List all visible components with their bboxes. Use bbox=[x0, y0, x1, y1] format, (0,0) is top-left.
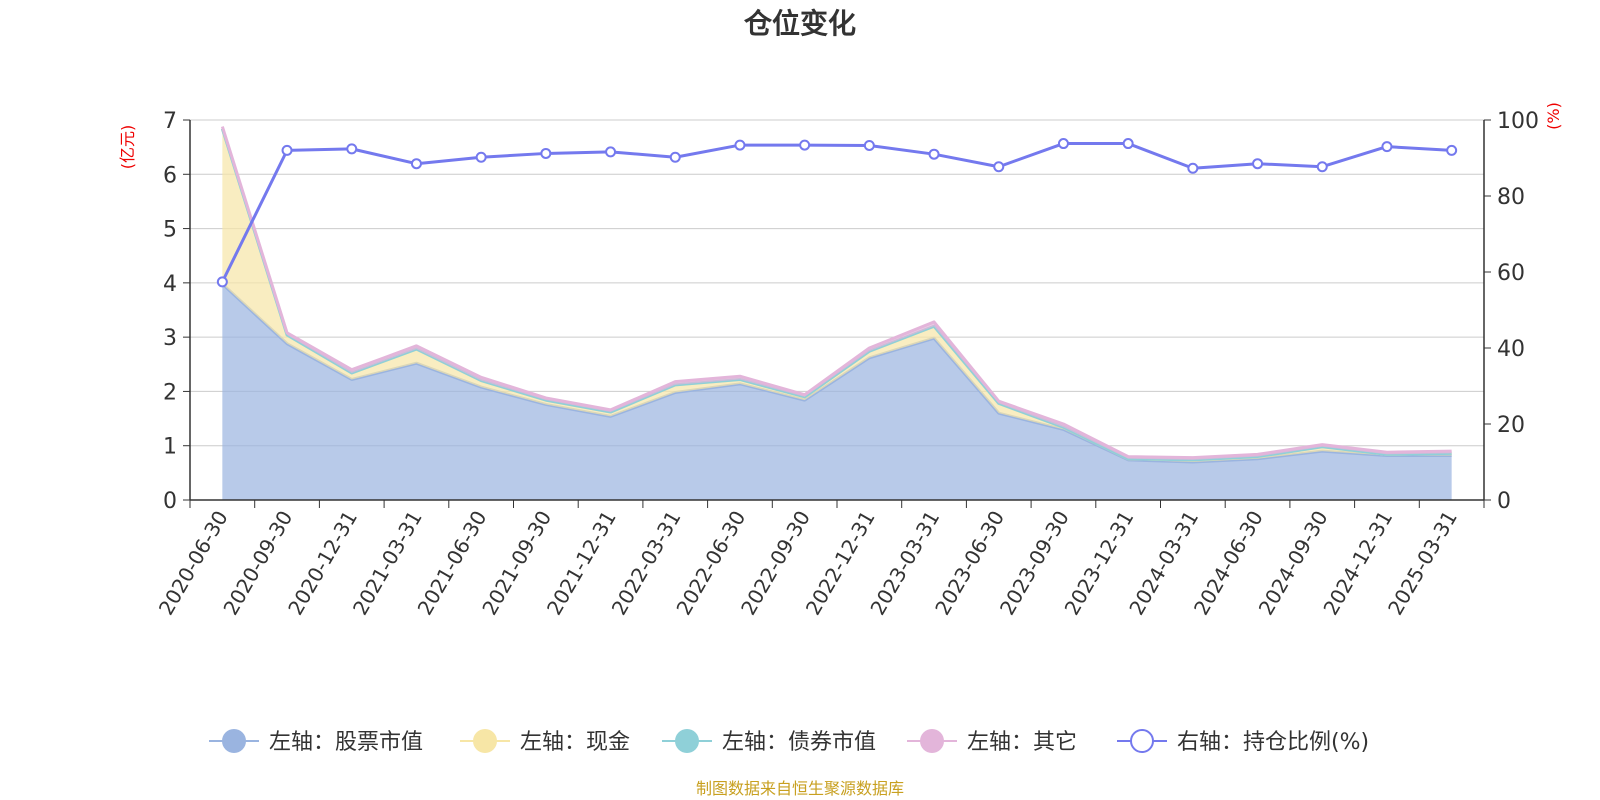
legend-item: 左轴：股票市值 bbox=[209, 729, 423, 755]
left-axis-tick-label: 6 bbox=[163, 163, 177, 188]
ratio-point bbox=[734, 139, 746, 151]
right-axis-tick-label: 80 bbox=[1497, 185, 1525, 210]
x-axis-tick-label: 2025-03-31 bbox=[1383, 507, 1462, 620]
legend-label: 左轴：现金 bbox=[520, 730, 630, 755]
legend-item: 左轴：其它 bbox=[907, 729, 1077, 755]
ratio-point bbox=[346, 143, 358, 155]
left-axis-unit: (亿元) bbox=[118, 125, 137, 170]
right-axis-tick-label: 0 bbox=[1497, 489, 1511, 514]
right-axis-tick-label: 100 bbox=[1497, 109, 1539, 134]
legend-item: 左轴：现金 bbox=[460, 729, 630, 755]
ratio-point bbox=[863, 139, 875, 151]
ratio-point bbox=[1057, 138, 1069, 150]
legend-marker bbox=[473, 729, 497, 753]
ratio-point bbox=[540, 147, 552, 159]
stacked-areas bbox=[220, 126, 1452, 500]
ratio-point bbox=[1187, 162, 1199, 174]
left-axis-tick-label: 7 bbox=[163, 109, 177, 134]
right-axis-tick-label: 60 bbox=[1497, 261, 1525, 286]
legend-label: 右轴：持仓比例(%) bbox=[1177, 730, 1369, 755]
ratio-point bbox=[993, 161, 1005, 173]
ratio-series bbox=[216, 138, 1458, 288]
ratio-point bbox=[928, 148, 940, 160]
ratio-point bbox=[1381, 141, 1393, 153]
legend-item: 右轴：持仓比例(%) bbox=[1117, 729, 1369, 755]
legend-item: 左轴：债券市值 bbox=[662, 729, 876, 755]
right-axis-tick-label: 40 bbox=[1497, 337, 1525, 362]
left-axis-tick-label: 0 bbox=[163, 489, 177, 514]
data-source-note: 制图数据来自恒生聚源数据库 bbox=[696, 779, 904, 798]
ratio-point bbox=[799, 139, 811, 151]
ratio-point bbox=[1446, 144, 1458, 156]
area-fill bbox=[222, 283, 1452, 500]
ratio-line bbox=[221, 142, 1452, 283]
left-axis-tick-label: 4 bbox=[163, 272, 177, 297]
ratio-point bbox=[281, 144, 293, 156]
right-axis-tick-label: 20 bbox=[1497, 413, 1525, 438]
ratio-point bbox=[669, 151, 681, 163]
legend-marker bbox=[222, 729, 246, 753]
left-axis-tick-label: 1 bbox=[163, 435, 177, 460]
legend-label: 左轴：债券市值 bbox=[722, 730, 876, 755]
legend-marker bbox=[675, 729, 699, 753]
ratio-point bbox=[410, 158, 422, 170]
area-line bbox=[220, 126, 1452, 460]
left-axis-tick-label: 5 bbox=[163, 218, 177, 243]
right-axis-unit: (%) bbox=[1544, 102, 1563, 130]
left-axis-tick-label: 2 bbox=[163, 380, 177, 405]
legend-marker bbox=[1130, 729, 1154, 753]
ratio-point bbox=[1122, 138, 1134, 150]
legend-label: 左轴：股票市值 bbox=[269, 730, 423, 755]
ratio-point bbox=[605, 146, 617, 158]
legend-label: 左轴：其它 bbox=[967, 730, 1077, 755]
legend: 左轴：股票市值 左轴：现金 左轴：债券市值 左轴：其它 右轴：持仓比例(%) bbox=[209, 729, 1369, 755]
ratio-point bbox=[475, 151, 487, 163]
ratio-point bbox=[216, 276, 228, 288]
ratio-point bbox=[1252, 158, 1264, 170]
left-axis-tick-label: 3 bbox=[163, 326, 177, 351]
ratio-point bbox=[1316, 161, 1328, 173]
chart-title: 仓位变化 bbox=[744, 7, 856, 40]
legend-marker bbox=[920, 729, 944, 753]
